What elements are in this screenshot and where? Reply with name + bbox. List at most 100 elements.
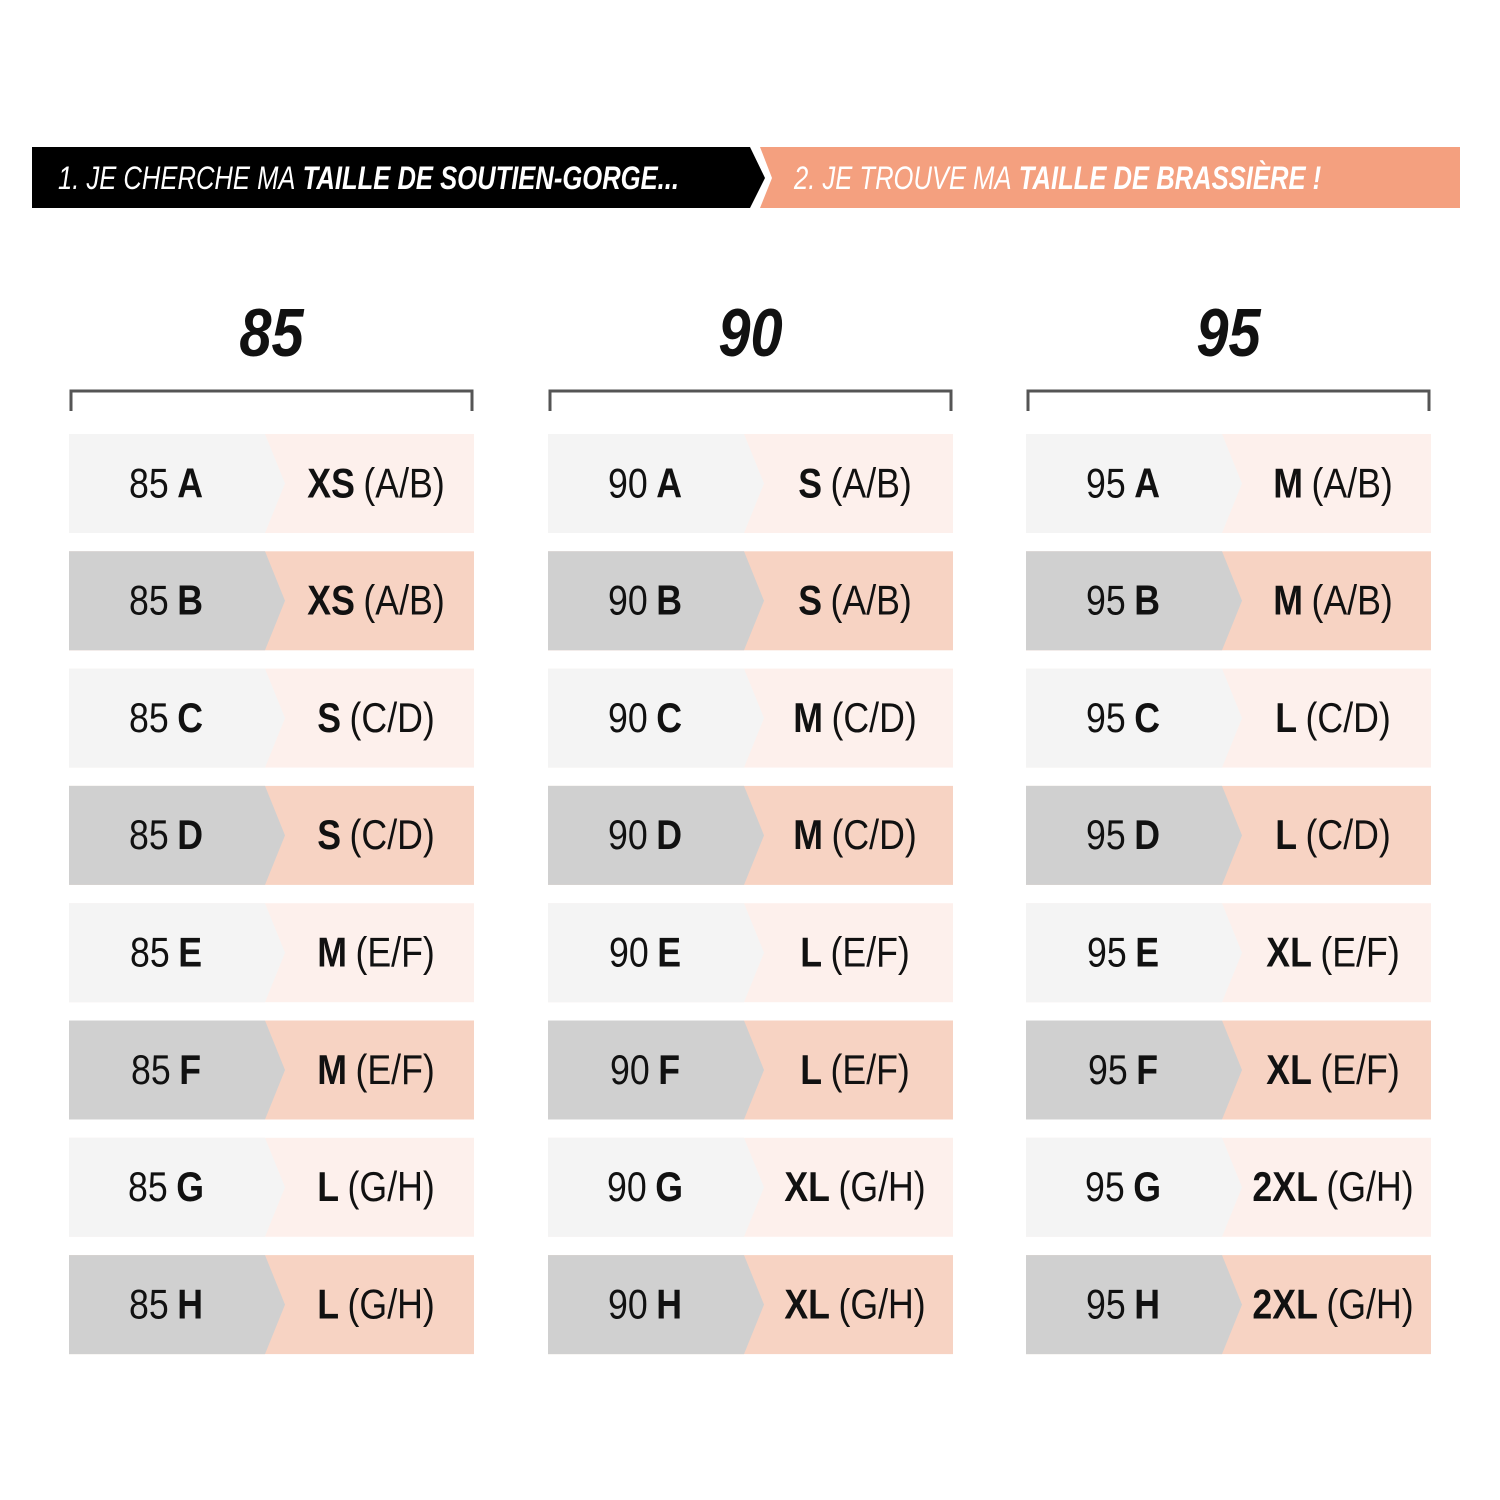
size: S bbox=[798, 461, 822, 507]
brassiere-size: XL (G/H) bbox=[784, 1165, 925, 1211]
cups: (G/H) bbox=[838, 1282, 925, 1328]
size-row: 85 D S (C/D) bbox=[69, 785, 474, 885]
bra-cell bbox=[548, 1255, 764, 1355]
brassiere-size: L (E/F) bbox=[800, 930, 910, 976]
bra-size: 85 C bbox=[129, 696, 203, 742]
bra-size: 85 G bbox=[128, 1165, 204, 1211]
size-row: 90 G XL (G/H) bbox=[548, 1137, 953, 1237]
size-row: 85 F M (E/F) bbox=[69, 1020, 474, 1120]
cup: G bbox=[655, 1165, 683, 1211]
bra-cell bbox=[1026, 668, 1242, 768]
size: S bbox=[317, 696, 341, 742]
size-row: 95 A M (A/B) bbox=[1026, 434, 1431, 533]
brassiere-size: M (E/F) bbox=[317, 930, 435, 976]
bra-size: 85 A bbox=[129, 461, 203, 507]
bra-cell bbox=[548, 903, 764, 1003]
cup: B bbox=[177, 578, 203, 624]
cup: A bbox=[1134, 461, 1160, 507]
size-row: 95 D L (C/D) bbox=[1026, 785, 1431, 885]
brassiere-size: M (A/B) bbox=[1273, 578, 1393, 624]
size: XS bbox=[307, 461, 355, 507]
cup: F bbox=[1136, 1047, 1158, 1093]
size: M bbox=[793, 813, 823, 859]
step2-banner bbox=[760, 147, 1460, 208]
brassiere-size: L (C/D) bbox=[1275, 813, 1391, 859]
bra-size: 95 A bbox=[1086, 461, 1160, 507]
size: M bbox=[317, 1047, 347, 1093]
cups: (E/F) bbox=[1320, 1047, 1399, 1093]
cups: (G/H) bbox=[1326, 1165, 1413, 1211]
bra-size: 90 C bbox=[608, 696, 682, 742]
bra-cell bbox=[1026, 551, 1242, 651]
band: 90 bbox=[608, 813, 648, 859]
cups: (A/B) bbox=[363, 461, 444, 507]
cup: F bbox=[658, 1047, 680, 1093]
bra-size: 85 H bbox=[129, 1282, 203, 1328]
bracket bbox=[1026, 389, 1431, 411]
size-row: 85 E M (E/F) bbox=[69, 903, 474, 1003]
bra-cell bbox=[69, 1137, 285, 1237]
band: 90 bbox=[608, 696, 648, 742]
size: XL bbox=[1266, 1047, 1312, 1093]
cup: H bbox=[656, 1282, 682, 1328]
cup: C bbox=[656, 696, 682, 742]
band: 85 bbox=[131, 1047, 171, 1093]
bra-cell bbox=[1026, 434, 1242, 533]
bra-size: 90 B bbox=[608, 578, 682, 624]
size: L bbox=[1275, 813, 1297, 859]
cup: B bbox=[656, 578, 682, 624]
band-heading: 85 bbox=[239, 296, 304, 371]
bra-size: 95 D bbox=[1086, 813, 1160, 859]
step1-emphasis: TAILLE DE SOUTIEN-GORGE... bbox=[303, 161, 679, 196]
size: L bbox=[1275, 696, 1297, 742]
size-row: 85 H L (G/H) bbox=[69, 1255, 474, 1355]
size: L bbox=[317, 1282, 339, 1328]
bra-size: 95 G bbox=[1085, 1165, 1161, 1211]
bra-cell bbox=[1026, 1020, 1242, 1120]
band: 90 bbox=[607, 1165, 647, 1211]
band: 85 bbox=[129, 1282, 169, 1328]
cup: G bbox=[176, 1165, 204, 1211]
cups: (C/D) bbox=[1306, 696, 1391, 742]
brassiere-size: L (G/H) bbox=[317, 1165, 435, 1211]
band: 85 bbox=[129, 578, 169, 624]
step1-banner bbox=[32, 147, 765, 208]
bra-cell bbox=[548, 785, 764, 885]
bra-cell bbox=[69, 1255, 285, 1355]
size: XL bbox=[1266, 930, 1312, 976]
brassiere-size: 2XL (G/H) bbox=[1252, 1165, 1413, 1211]
bra-size: 90 G bbox=[607, 1165, 683, 1211]
bra-size: 95 C bbox=[1086, 696, 1160, 742]
cups: (E/F) bbox=[831, 1047, 910, 1093]
bra-cell bbox=[1026, 785, 1242, 885]
brassiere-size: M (C/D) bbox=[793, 813, 916, 859]
size: XS bbox=[307, 578, 355, 624]
bracket bbox=[69, 389, 474, 411]
cups: (A/B) bbox=[831, 578, 912, 624]
cup: A bbox=[656, 461, 682, 507]
bra-cell bbox=[1026, 1255, 1242, 1355]
size-row: 95 C L (C/D) bbox=[1026, 668, 1431, 768]
band: 85 bbox=[129, 461, 169, 507]
size: S bbox=[798, 578, 822, 624]
brassiere-size: L (E/F) bbox=[800, 1047, 910, 1093]
bra-cell bbox=[69, 903, 285, 1003]
size-row: 95 G 2XL (G/H) bbox=[1026, 1137, 1431, 1237]
brassiere-size: M (E/F) bbox=[317, 1047, 435, 1093]
brassiere-size: L (G/H) bbox=[317, 1282, 435, 1328]
brassiere-size: XL (G/H) bbox=[784, 1282, 925, 1328]
size: L bbox=[800, 1047, 822, 1093]
step2-emphasis: TAILLE DE BRASSIÈRE ! bbox=[1019, 160, 1322, 196]
brassiere-size: XS (A/B) bbox=[307, 578, 444, 624]
cups: (G/H) bbox=[348, 1165, 435, 1211]
brassiere-size: XL (E/F) bbox=[1266, 930, 1399, 976]
size-row: 95 H 2XL (G/H) bbox=[1026, 1255, 1431, 1355]
brassiere-size: XL (E/F) bbox=[1266, 1047, 1399, 1093]
band: 95 bbox=[1086, 1282, 1126, 1328]
size-row: 90 F L (E/F) bbox=[548, 1020, 953, 1120]
brassiere-size: S (A/B) bbox=[798, 578, 912, 624]
size-row: 85 B XS (A/B) bbox=[69, 551, 474, 651]
brassiere-size: S (C/D) bbox=[317, 696, 435, 742]
band: 95 bbox=[1086, 696, 1126, 742]
